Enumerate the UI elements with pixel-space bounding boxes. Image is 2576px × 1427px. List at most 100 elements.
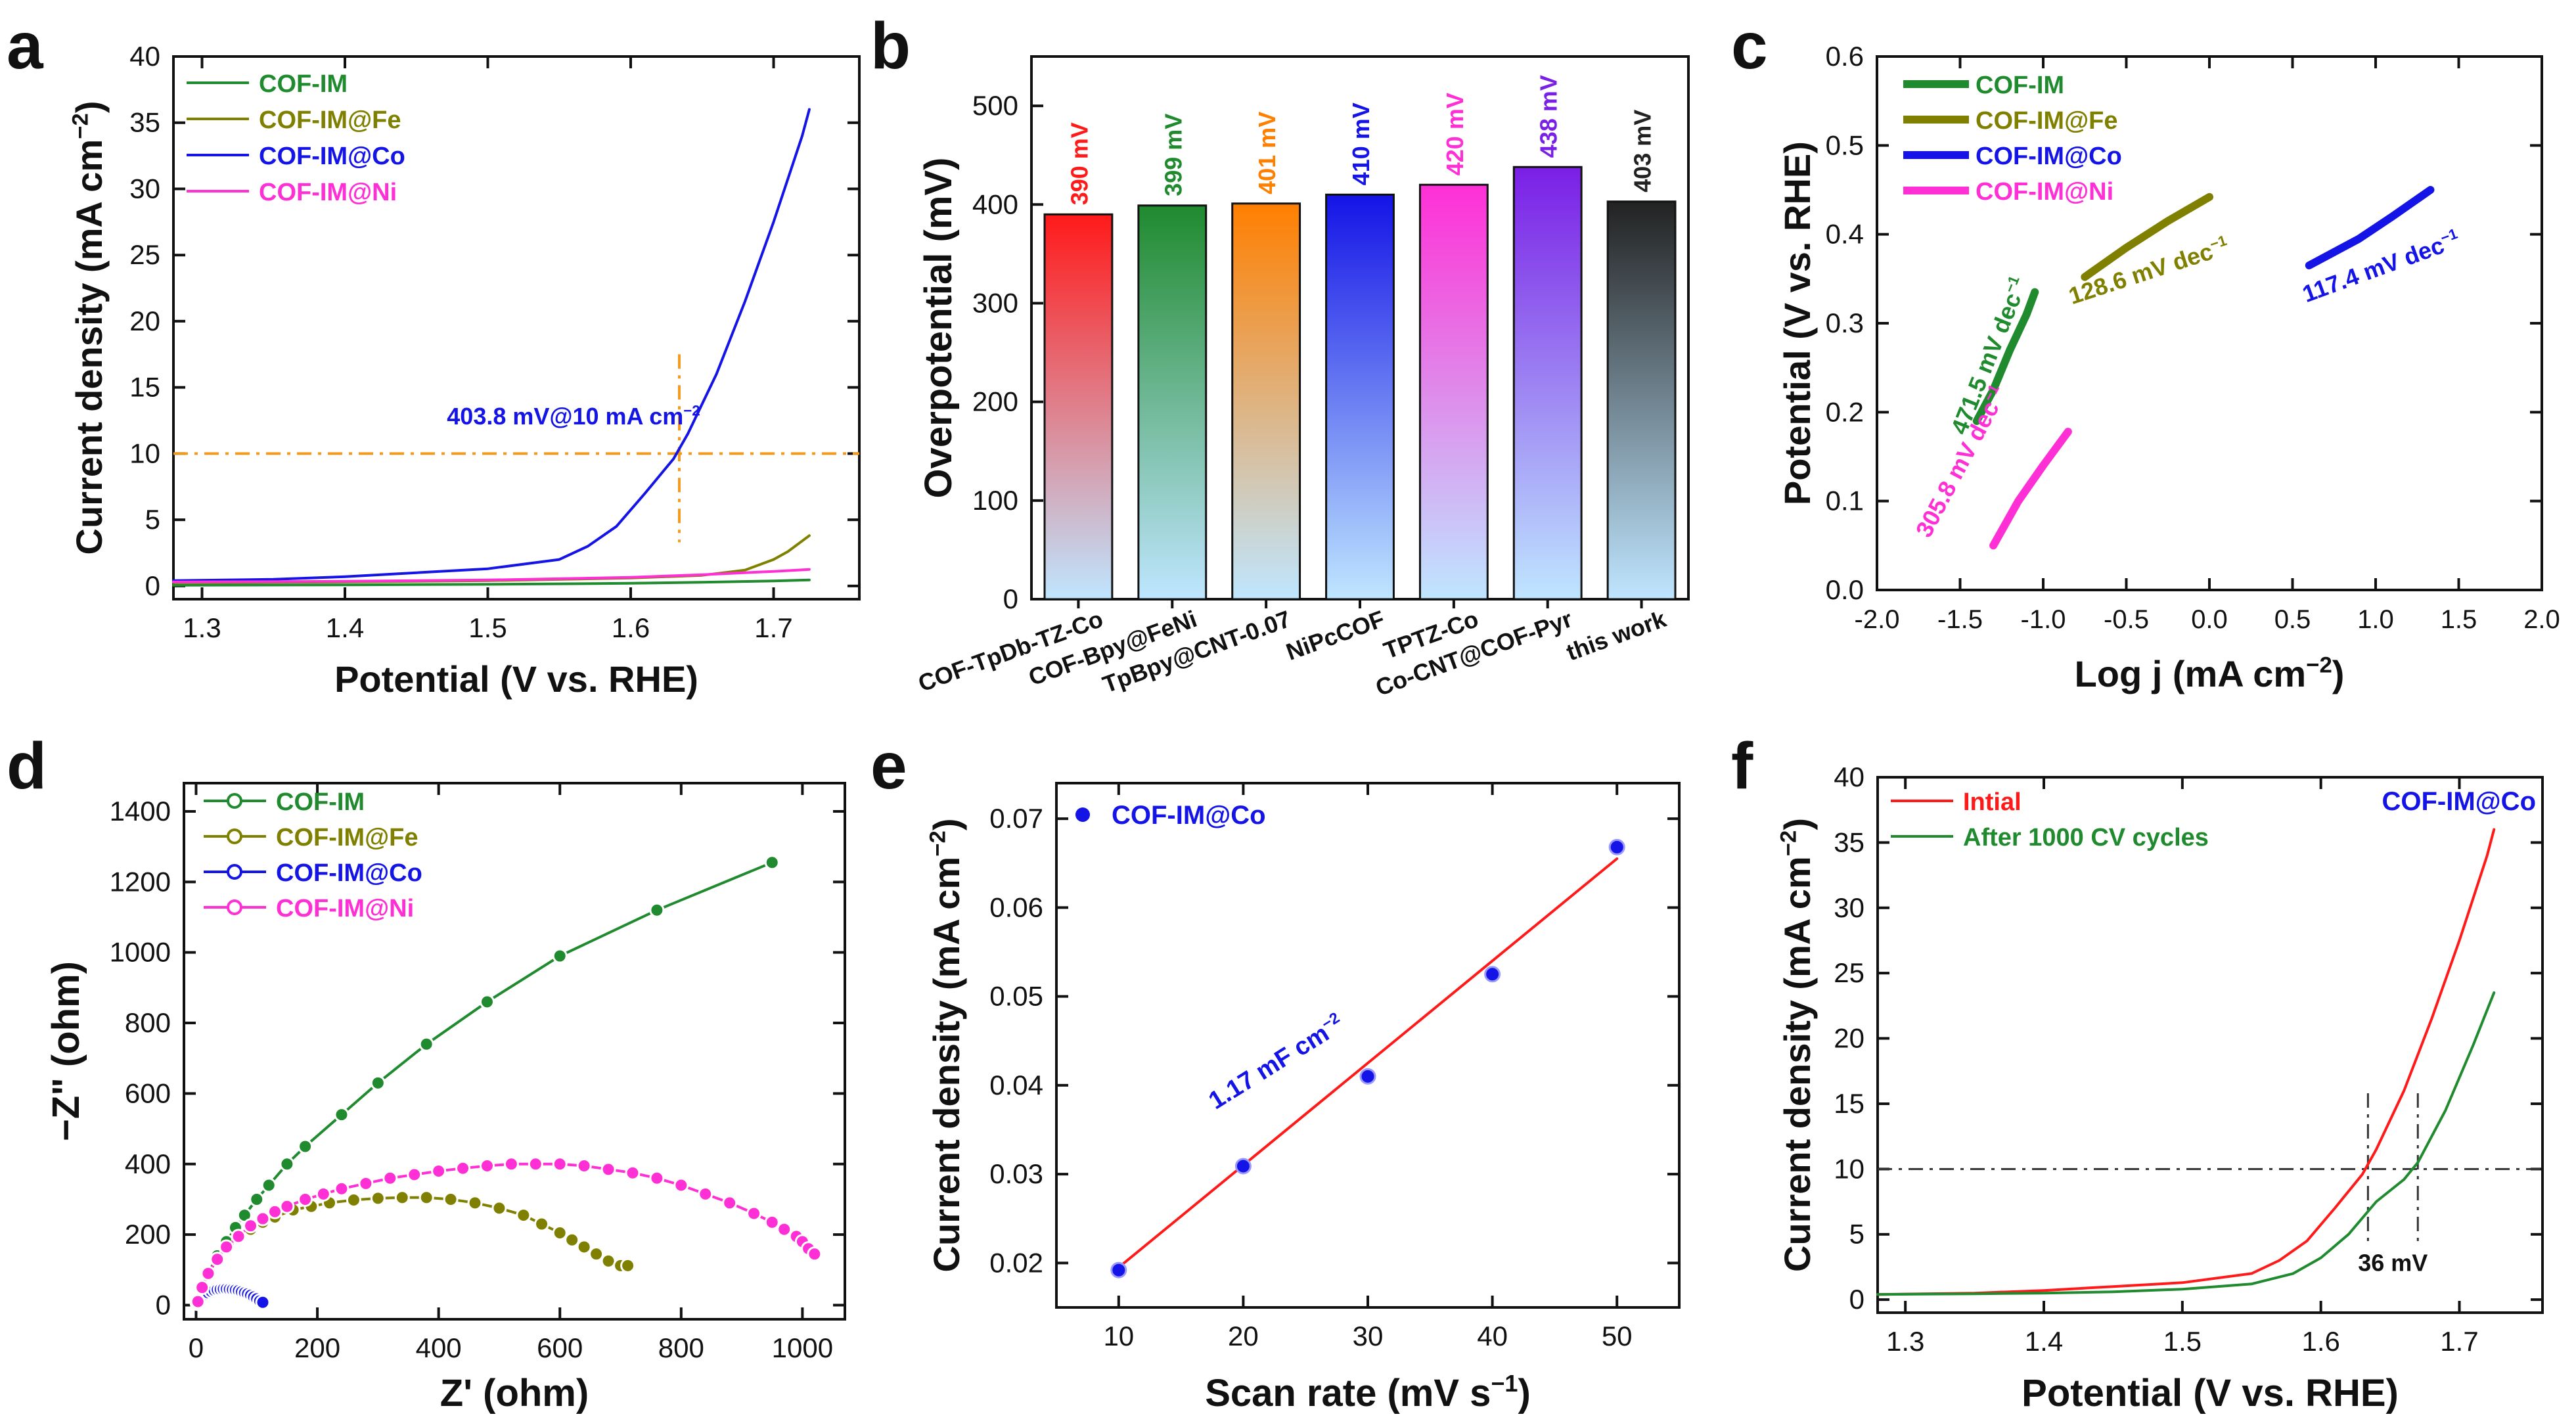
- panel-label-b: b: [870, 9, 911, 83]
- panel-f-ytick-label: 30: [1834, 892, 1864, 923]
- legend-label: COF-IM@Ni: [276, 895, 414, 922]
- panel-b-category-label: this work: [1563, 605, 1670, 666]
- panel-d-point: [552, 948, 568, 964]
- panel-f-xtick-label: 1.5: [2163, 1326, 2202, 1357]
- panel-e-legend-label: COF-IM@Co: [1112, 801, 1266, 830]
- panel-d-point: [334, 1107, 350, 1123]
- legend-label: COF-IM@Ni: [259, 179, 397, 206]
- panel-c-xtick-label: 0.0: [2191, 605, 2228, 634]
- panel-c-ytick-label: 0.3: [1826, 307, 1864, 338]
- panel-c-xtick-label: -0.5: [2104, 605, 2149, 634]
- panel-d-point: [625, 1165, 641, 1181]
- panel-e-xlabel-end: ): [1518, 1372, 1530, 1415]
- panel-c-ytick-label: 0.5: [1826, 129, 1864, 160]
- panel-d-point: [261, 1177, 277, 1193]
- panel-d-point: [698, 1186, 713, 1202]
- panel-d-point: [576, 1239, 592, 1255]
- panel-d-ytick-label: 1200: [110, 866, 171, 897]
- legend-label: Intial: [1963, 788, 2022, 816]
- panel-c-slope-label: 117.4 mV dec−1: [2299, 225, 2464, 307]
- panel-f-xtick-label: 1.6: [2301, 1326, 2339, 1357]
- panel-d-point: [231, 1229, 246, 1244]
- legend-label: After 1000 CV cycles: [1963, 824, 2209, 851]
- panel-a-ylabel-end: ): [68, 101, 110, 114]
- panel-d-xtick-label: 1000: [772, 1332, 833, 1363]
- panel-e-xtick-label: 20: [1228, 1321, 1259, 1351]
- panel-d-ytick-label: 600: [125, 1077, 171, 1108]
- panel-c-xtick-label: 1.5: [2441, 605, 2477, 634]
- panel-d-series-line: [196, 861, 774, 1303]
- panel-f-ytick-label: 10: [1834, 1153, 1864, 1184]
- panel-d-ytick-label: 1000: [110, 937, 171, 968]
- panel-e-xtick-label: 40: [1477, 1321, 1508, 1351]
- panel-a-xtick-label: 1.4: [326, 612, 364, 643]
- panel-b-bar: [1606, 200, 1677, 600]
- panel-d-point: [764, 855, 780, 871]
- panel-f-series-line: [1876, 828, 2496, 1296]
- panel-label-f: f: [1731, 729, 1753, 803]
- panel-b-bar: [1043, 213, 1114, 600]
- panel-f-xtick-label: 1.4: [2025, 1326, 2063, 1357]
- panel-c-xtick-label: 0.5: [2274, 605, 2311, 634]
- panel-c-ytick-label: 0.6: [1826, 41, 1864, 72]
- panel-c-xtick-label: -1.0: [2021, 605, 2066, 634]
- panel-d-point: [479, 1158, 495, 1173]
- panel-f-ytick-label: 25: [1834, 957, 1864, 988]
- panel-b-value-label: 403 mV: [1629, 110, 1656, 193]
- panel-f: 1.3 1.4 1.5 1.6 1.7 0 5 10 15 20 25 30 35 40 36 mV Inti…: [1776, 761, 2544, 1415]
- panel-f-ylabel: Current density (mA cm−2): [1776, 818, 1818, 1272]
- panel-d-ytick-label: 0: [156, 1290, 171, 1321]
- panel-label-a: a: [7, 9, 44, 83]
- panel-f-ytick-label: 20: [1834, 1023, 1864, 1054]
- panel-e-annotation-base: 1.17 mF cm: [1204, 1020, 1334, 1115]
- panel-d-point: [255, 1294, 271, 1310]
- legend-swatch-marker: [227, 899, 242, 915]
- panel-c-series-line: [2305, 186, 2435, 269]
- panel-e-xlabel-base: Scan rate (mV s: [1205, 1372, 1491, 1415]
- panel-f-xtick-label: 1.7: [2440, 1326, 2478, 1357]
- panel-b-bar: [1325, 193, 1395, 600]
- panel-d-point: [673, 1177, 689, 1193]
- legend-label: COF-IM@Co: [259, 143, 405, 170]
- panel-b-ylabel: Overpotential (mV): [917, 158, 960, 499]
- panel-e-point: [1608, 838, 1625, 855]
- panel-f-xtick-label: 1.3: [1886, 1326, 1924, 1357]
- panel-c-xlabel-base: Log j (mA cm: [2075, 653, 2307, 694]
- panel-e-point: [1234, 1158, 1252, 1175]
- panel-d-point: [479, 994, 495, 1010]
- panel-e-ytick-label: 0.06: [989, 892, 1043, 922]
- panel-d-point: [190, 1294, 206, 1309]
- panel-d-point: [298, 1191, 313, 1207]
- panel-d-point: [649, 1170, 665, 1186]
- panel-b-value-label: 390 mV: [1066, 122, 1093, 205]
- panel-d-point: [210, 1252, 225, 1267]
- panel-f-ylabel-sup: −2: [1776, 830, 1801, 857]
- panel-a-series-line: [172, 568, 811, 583]
- panel-a-xlabel: Potential (V vs. RHE): [334, 658, 698, 700]
- panel-d-point: [279, 1198, 295, 1214]
- panel-d-point: [576, 1158, 592, 1173]
- panel-f-frame: [1876, 776, 2544, 1314]
- panel-c-series-line: [1972, 288, 2039, 425]
- panel-d-ytick-label: 200: [125, 1219, 171, 1250]
- panel-a-ylabel: Current density (mA cm−2): [68, 101, 110, 555]
- panel-a-series-line: [172, 108, 811, 582]
- panel-b-ytick-label: 400: [972, 189, 1018, 219]
- panel-e-point: [1359, 1068, 1376, 1085]
- panel-d-xtick-label: 0: [189, 1332, 204, 1363]
- panel-d-point: [552, 1225, 568, 1240]
- panel-d-ytick-label: 400: [125, 1148, 171, 1179]
- panel-d-point: [255, 1211, 271, 1227]
- panel-e-ytick-label: 0.05: [989, 981, 1043, 1012]
- panel-e: 10 20 30 40 50 0.02 0.03 0.04 0.05 0.06 0.07 COF-IM…: [926, 782, 1681, 1415]
- panel-e-fit-line: [1117, 857, 1619, 1269]
- panel-d-point: [418, 1190, 434, 1206]
- panel-d-ytick-label: 800: [125, 1007, 171, 1038]
- legend-label: COF-IM@Fe: [259, 106, 401, 134]
- panel-b-ytick-label: 300: [972, 287, 1018, 318]
- panel-a-ytick-label: 20: [129, 306, 160, 336]
- panel-a-ytick-label: 40: [129, 41, 160, 72]
- panel-d-point: [620, 1257, 636, 1273]
- legend-swatch-marker: [227, 864, 242, 880]
- panel-a: 1.3 1.4 1.5 1.6 1.7 0 5 10 15 20 25 30 35 40 403.8 mV@…: [68, 41, 861, 700]
